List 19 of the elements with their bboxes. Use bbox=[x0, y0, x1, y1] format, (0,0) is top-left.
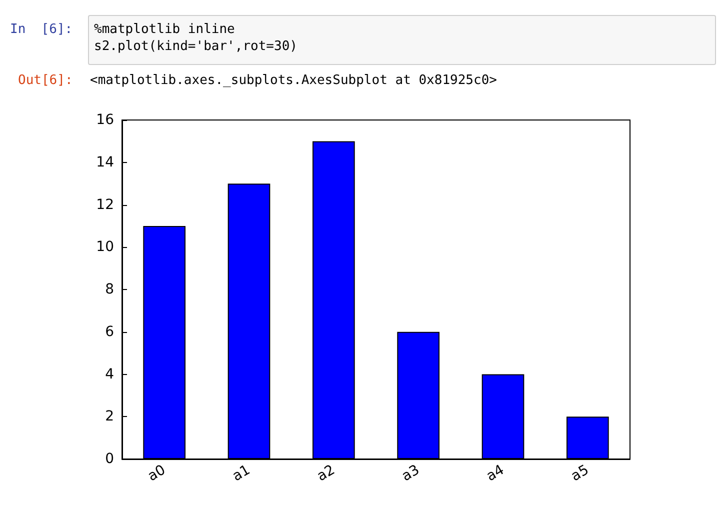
y-tick-label: 0 bbox=[105, 451, 114, 467]
y-tick-label: 8 bbox=[105, 282, 114, 298]
x-tick-label: a2 bbox=[314, 462, 338, 485]
x-tick-label: a5 bbox=[568, 462, 592, 485]
y-tick-label: 2 bbox=[105, 408, 114, 425]
x-tick-label: a0 bbox=[145, 462, 168, 485]
y-tick-label: 12 bbox=[96, 196, 114, 213]
y-tick-label: 14 bbox=[96, 154, 114, 170]
text: %matplotlib inline s2.plot(kind='bar',rot=30) bbox=[94, 21, 298, 55]
x-tick-label: a4 bbox=[484, 462, 508, 485]
text: Out[6]: bbox=[18, 72, 73, 89]
x-tick-label: a1 bbox=[230, 462, 253, 485]
y-tick-label: 4 bbox=[105, 366, 114, 382]
text: In [6]: bbox=[10, 21, 73, 38]
y-tick-label: 16 bbox=[96, 112, 114, 128]
y-tick-label: 10 bbox=[96, 239, 114, 256]
x-tick-label: a3 bbox=[399, 462, 422, 485]
text: <matplotlib.axes._subplots.AxesSubplot at 0x81925c0> bbox=[90, 72, 497, 89]
y-tick-label: 6 bbox=[105, 324, 114, 340]
